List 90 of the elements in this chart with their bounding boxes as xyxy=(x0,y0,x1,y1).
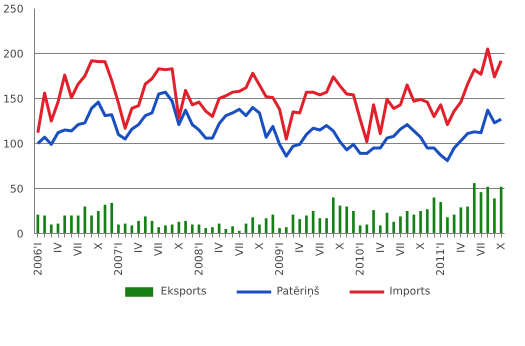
bar xyxy=(90,216,93,234)
x-tick-label: 2010'I xyxy=(354,242,367,276)
bar xyxy=(56,224,60,234)
bar xyxy=(352,211,355,234)
y-tick-label: 50 xyxy=(10,182,24,196)
x-tick-label: X xyxy=(92,242,105,250)
x-tick-label: IV xyxy=(374,242,387,253)
bar xyxy=(117,224,120,234)
y-tick-label: 200 xyxy=(3,48,24,60)
x-tick-label: 2009'I xyxy=(273,242,286,276)
bar xyxy=(406,211,408,234)
x-tick-label: IV xyxy=(212,242,226,253)
bar xyxy=(110,202,114,234)
bar xyxy=(63,216,66,234)
bar xyxy=(345,206,348,234)
y-tick-label: 150 xyxy=(3,92,24,106)
bar xyxy=(412,214,416,234)
x-tick-label: IV xyxy=(293,242,306,253)
bar xyxy=(325,218,328,234)
bar xyxy=(164,225,167,234)
x-tick-label: 2006'I xyxy=(31,242,44,276)
bar xyxy=(446,217,449,234)
x-tick-label: VII xyxy=(474,242,488,256)
legend-label: Eksports xyxy=(160,284,207,298)
bar xyxy=(452,214,456,234)
bar xyxy=(258,224,261,234)
bar xyxy=(439,202,442,234)
bar xyxy=(426,209,429,234)
x-tick-label: VII xyxy=(232,242,246,256)
bar xyxy=(231,226,234,234)
bar xyxy=(264,218,268,234)
x-tick-label: X xyxy=(414,242,428,250)
bar xyxy=(298,219,302,234)
bar xyxy=(432,198,436,234)
x-tick-label: 2011'I xyxy=(434,242,448,276)
x-tick-label: X xyxy=(172,242,186,250)
bar xyxy=(43,216,46,234)
bar xyxy=(144,216,147,234)
bar xyxy=(493,198,496,234)
bar xyxy=(272,214,274,234)
bar xyxy=(198,224,200,234)
bar xyxy=(36,214,40,234)
x-tick-label: 2007'I xyxy=(112,242,125,276)
x-tick-label: VII xyxy=(313,242,326,256)
x-tick-label: X xyxy=(494,242,508,250)
bar xyxy=(332,198,335,234)
x-tick-label: IV xyxy=(52,242,64,253)
bar xyxy=(386,212,388,234)
bar xyxy=(472,183,476,234)
x-tick-label: VII xyxy=(72,242,85,256)
legend-label: Imports xyxy=(389,284,430,298)
x-tick-label: VII xyxy=(394,242,407,256)
bar xyxy=(278,228,281,234)
bar xyxy=(338,206,342,234)
y-tick-label: 0 xyxy=(16,228,24,240)
x-tick-label: X xyxy=(252,242,266,250)
bar xyxy=(84,206,86,234)
x-tick-label: IV xyxy=(132,242,146,253)
bar xyxy=(244,224,248,234)
bar xyxy=(305,216,308,234)
bar xyxy=(486,186,490,234)
bar xyxy=(211,227,214,234)
bar xyxy=(372,210,375,234)
bar xyxy=(312,211,314,234)
bar xyxy=(399,216,402,234)
bar xyxy=(96,211,100,234)
bar xyxy=(124,224,126,234)
bar xyxy=(137,220,140,234)
x-tick-label: IV xyxy=(454,242,468,253)
x-tick-label: X xyxy=(334,242,346,250)
x-tick-label: VII xyxy=(152,242,166,256)
bar xyxy=(480,192,482,234)
bar xyxy=(460,207,462,234)
bar xyxy=(184,220,187,234)
line-series xyxy=(36,48,503,144)
y-tick-label: 100 xyxy=(3,138,24,150)
x-tick-label: 2008'I xyxy=(192,242,206,276)
legend-label: Patēriņš xyxy=(276,284,320,298)
bar xyxy=(466,206,469,234)
bar xyxy=(76,216,80,234)
bar xyxy=(104,204,106,234)
bar xyxy=(292,214,294,234)
y-tick-label: 250 xyxy=(3,2,24,16)
bar xyxy=(150,220,154,234)
bar xyxy=(500,186,502,234)
bar xyxy=(70,216,73,234)
bar xyxy=(318,218,322,234)
bar xyxy=(218,224,220,234)
bar xyxy=(419,211,422,234)
line-series xyxy=(36,90,503,162)
